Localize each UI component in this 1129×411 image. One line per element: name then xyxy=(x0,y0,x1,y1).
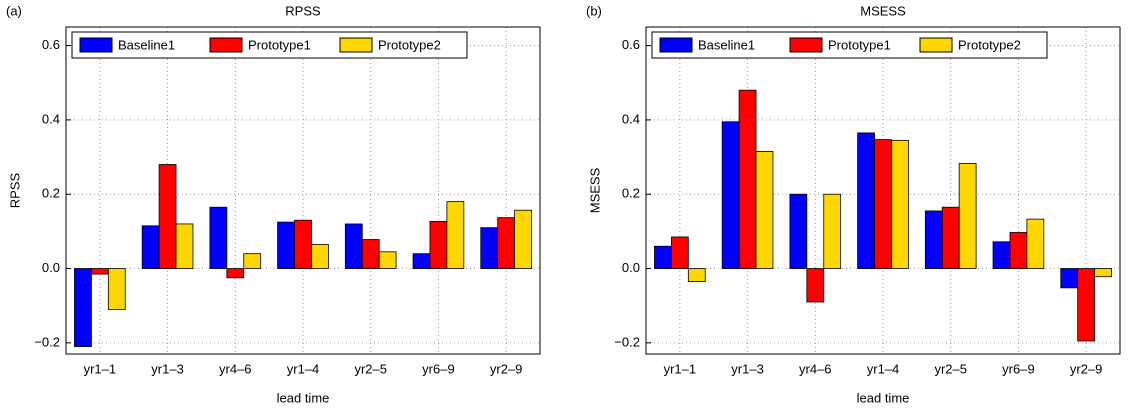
x-tick-label: yr1–1 xyxy=(664,361,697,376)
panel-label: (b) xyxy=(586,3,602,18)
legend-label: Prototype2 xyxy=(958,37,1021,52)
legend-label: Prototype2 xyxy=(378,37,441,52)
bar xyxy=(1077,268,1096,342)
bar xyxy=(514,209,532,269)
legend-swatch xyxy=(659,37,693,53)
y-axis-label: MSESS xyxy=(587,167,602,213)
y-tick-label: 0.0 xyxy=(42,260,60,275)
bar xyxy=(277,221,295,269)
bar xyxy=(755,151,774,269)
y-axis-label: RPSS xyxy=(7,172,22,208)
legend-box xyxy=(71,31,468,59)
bar xyxy=(687,268,706,282)
y-tick-label: 0.6 xyxy=(42,37,60,52)
x-tick-label: yr4–6 xyxy=(799,361,832,376)
bar xyxy=(992,241,1011,269)
legend-swatch xyxy=(79,37,113,53)
x-tick-label: yr1–4 xyxy=(287,361,320,376)
bar xyxy=(175,223,194,269)
x-tick-label: yr1–3 xyxy=(731,361,764,376)
x-tick-label: yr2–9 xyxy=(490,361,523,376)
y-tick-label: 0.6 xyxy=(622,37,640,52)
x-tick-label: yr2–5 xyxy=(354,361,387,376)
bar xyxy=(738,89,757,269)
panel-label: (a) xyxy=(6,3,22,18)
bar xyxy=(670,236,689,269)
x-tick-label: yr1–4 xyxy=(867,361,900,376)
legend-swatch xyxy=(209,37,243,53)
legend-label: Baseline1 xyxy=(118,37,175,52)
bar xyxy=(90,268,109,275)
x-axis-label: lead time xyxy=(857,390,910,405)
bar xyxy=(958,162,977,269)
legend-swatch xyxy=(339,37,373,53)
bar xyxy=(344,223,363,269)
bar xyxy=(874,139,892,269)
bar xyxy=(497,217,516,269)
legend-box xyxy=(651,31,1048,59)
y-tick-label: −0.2 xyxy=(614,334,640,349)
x-tick-label: yr1–3 xyxy=(151,361,184,376)
bar xyxy=(941,206,960,269)
y-tick-label: 0.2 xyxy=(42,186,60,201)
bar xyxy=(361,239,380,269)
bar xyxy=(107,268,126,310)
bar xyxy=(158,164,177,269)
bar xyxy=(412,253,431,269)
bar xyxy=(806,268,825,303)
bar xyxy=(1094,268,1112,278)
legend-swatch xyxy=(919,37,953,53)
x-tick-label: yr2–9 xyxy=(1070,361,1103,376)
bar xyxy=(294,219,312,269)
bar xyxy=(654,245,672,269)
legend-swatch xyxy=(789,37,823,53)
legend-label: Prototype1 xyxy=(248,37,311,52)
bar xyxy=(243,253,262,269)
bar xyxy=(311,243,329,269)
x-axis-label: lead time xyxy=(277,390,330,405)
plot-frame xyxy=(645,26,1121,355)
chart-title: RPSS xyxy=(285,3,321,18)
bar xyxy=(891,139,909,269)
y-tick-label: 0.4 xyxy=(622,111,640,126)
x-tick-label: yr4–6 xyxy=(219,361,252,376)
chart-title: MSESS xyxy=(860,3,906,18)
bar xyxy=(446,201,465,269)
legend-label: Baseline1 xyxy=(698,37,755,52)
bar xyxy=(378,251,397,269)
bar xyxy=(226,268,245,279)
x-tick-label: yr6–9 xyxy=(1002,361,1035,376)
bar xyxy=(74,268,92,347)
x-tick-label: yr6–9 xyxy=(422,361,455,376)
bar xyxy=(141,225,160,269)
y-tick-label: 0.4 xyxy=(42,111,60,126)
bar xyxy=(1009,232,1028,269)
bar xyxy=(823,193,842,269)
y-tick-label: −0.2 xyxy=(34,334,60,349)
x-tick-label: yr2–5 xyxy=(934,361,967,376)
bar xyxy=(721,121,740,269)
legend-label: Prototype1 xyxy=(828,37,891,52)
x-tick-label: yr1–1 xyxy=(84,361,117,376)
bar xyxy=(789,193,808,269)
bar xyxy=(1060,268,1079,289)
bar xyxy=(480,227,499,269)
bar xyxy=(924,210,943,269)
plot-frame xyxy=(65,26,541,355)
y-tick-label: 0.2 xyxy=(622,186,640,201)
bar xyxy=(857,132,875,269)
bar xyxy=(209,206,228,269)
bar xyxy=(429,220,448,269)
y-tick-label: 0.0 xyxy=(622,260,640,275)
bar xyxy=(1026,218,1045,269)
